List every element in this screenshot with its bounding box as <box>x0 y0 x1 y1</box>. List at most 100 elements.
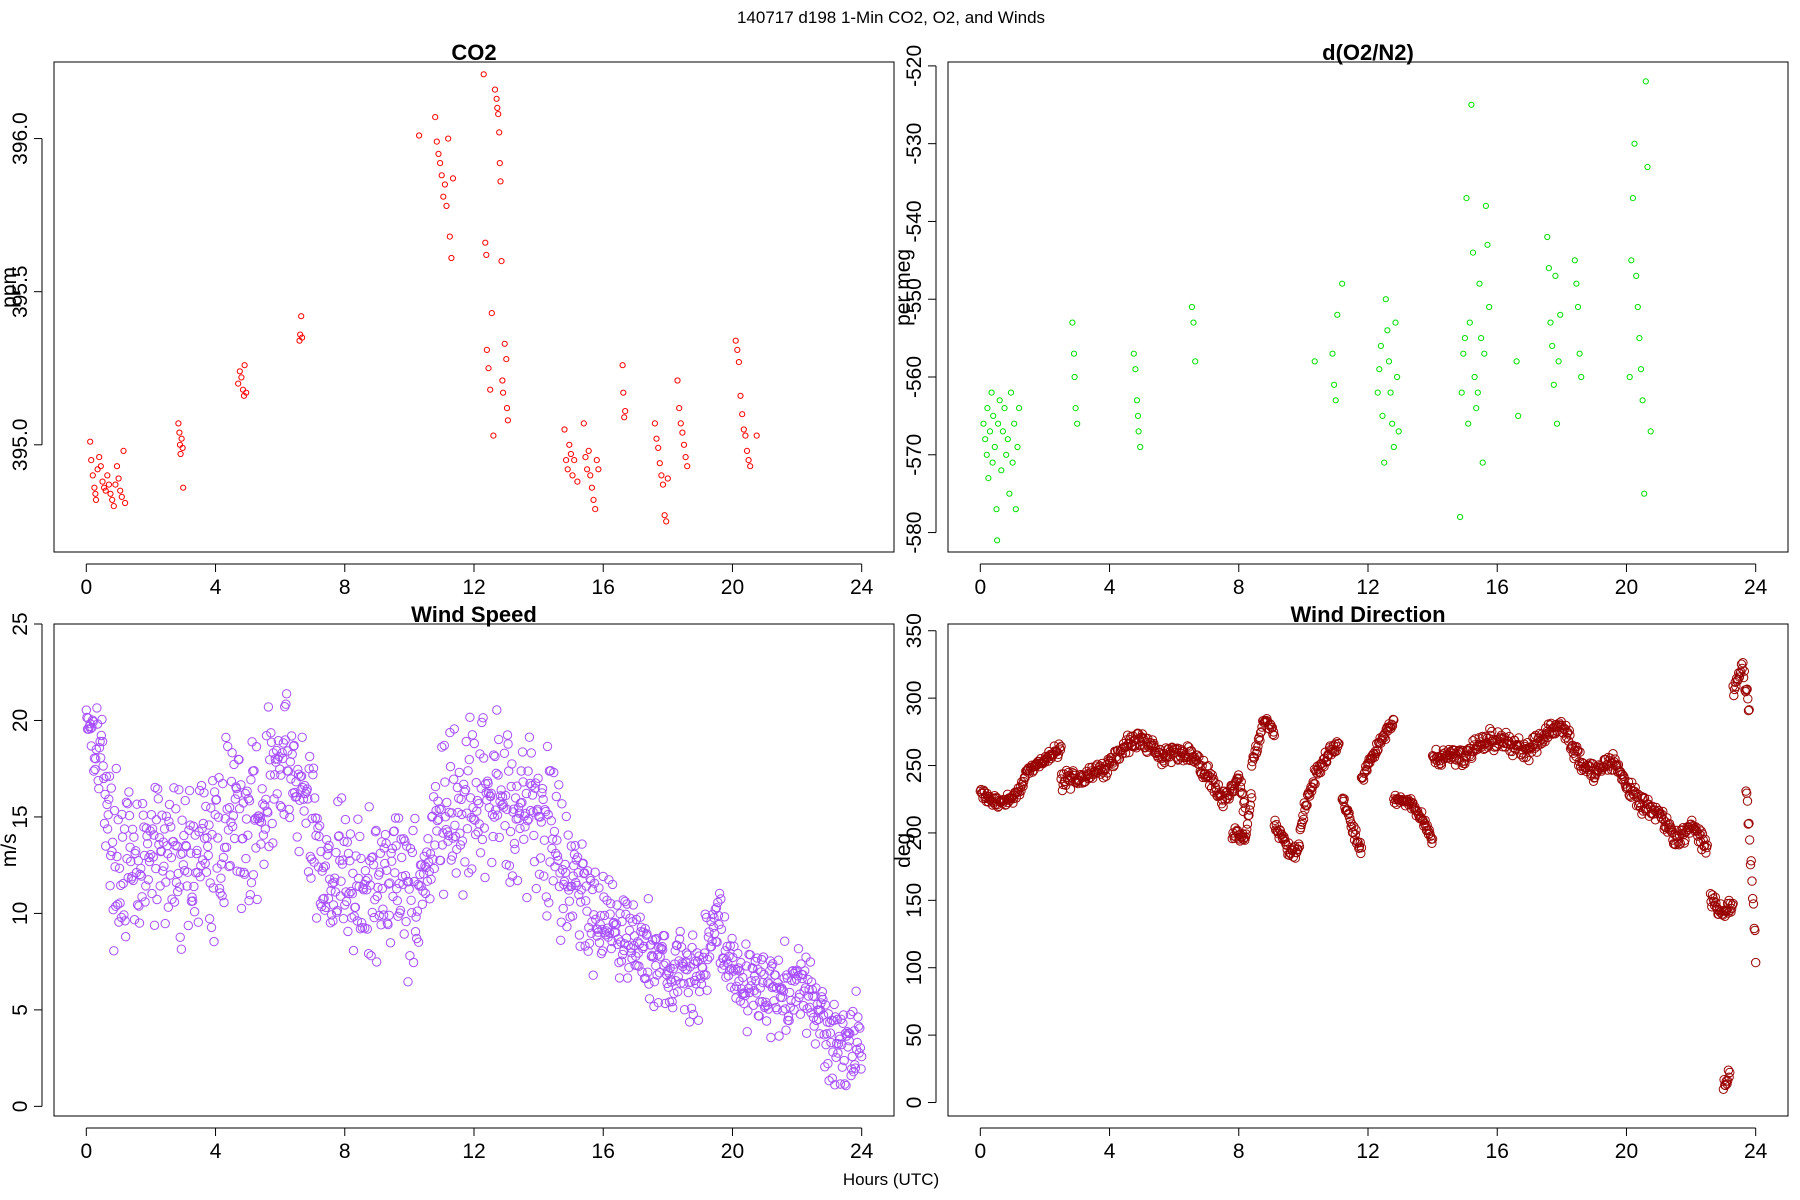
figure-xlabel: Hours (UTC) <box>843 1170 939 1189</box>
data-point <box>410 927 421 937</box>
data-point <box>731 981 742 991</box>
x-tick-label: 24 <box>1744 1140 1768 1163</box>
data-point <box>1479 459 1486 466</box>
data-point <box>228 821 238 832</box>
data-point <box>795 1009 806 1019</box>
data-point <box>483 251 490 258</box>
data-point <box>138 810 149 820</box>
data-point <box>528 807 538 817</box>
data-point <box>366 951 376 961</box>
data-point <box>345 829 356 839</box>
data-point <box>563 457 570 464</box>
data-point <box>617 916 627 927</box>
data-point <box>240 788 251 799</box>
data-point <box>1573 280 1580 287</box>
data-point <box>439 740 449 751</box>
data-point <box>668 964 678 974</box>
data-point <box>541 892 551 902</box>
data-point <box>566 841 576 851</box>
data-point <box>545 857 555 867</box>
data-point <box>277 748 287 758</box>
data-point <box>578 858 588 868</box>
data-point <box>217 891 227 901</box>
data-point <box>1360 767 1370 777</box>
data-point <box>390 868 400 878</box>
data-point <box>840 1079 850 1089</box>
data-point <box>368 852 378 862</box>
data-point <box>1469 249 1477 256</box>
data-point <box>286 774 296 784</box>
data-point <box>485 791 496 802</box>
data-point <box>725 941 735 951</box>
data-point <box>436 804 446 815</box>
data-point <box>348 868 358 878</box>
data-point <box>743 1006 753 1016</box>
data-point <box>88 457 95 464</box>
data-point <box>326 910 337 920</box>
data-point <box>239 386 247 393</box>
data-point <box>254 811 264 821</box>
y-tick-label: -550 <box>903 278 926 320</box>
data-point <box>503 356 510 363</box>
x-tick-label: 8 <box>339 576 351 599</box>
data-point <box>1294 841 1305 852</box>
data-point <box>507 759 517 769</box>
data-point <box>1734 672 1745 682</box>
data-point <box>1395 797 1405 807</box>
data-point <box>1457 760 1467 771</box>
data-point <box>721 972 731 982</box>
data-point <box>234 804 245 814</box>
data-point <box>91 754 101 764</box>
data-point <box>696 979 707 989</box>
data-point <box>180 795 190 806</box>
data-point <box>1244 805 1255 815</box>
data-point <box>589 910 599 920</box>
data-point <box>462 824 473 834</box>
co2-y-axis: 395.0 395.5 396.0 <box>9 112 43 471</box>
data-point <box>363 949 374 959</box>
data-point <box>1628 257 1635 264</box>
data-point <box>458 890 468 900</box>
data-point <box>622 899 632 909</box>
data-point <box>826 1037 836 1048</box>
data-point <box>356 853 366 864</box>
data-point <box>746 976 757 986</box>
data-point <box>1707 890 1718 900</box>
data-point <box>258 830 269 840</box>
data-point <box>1750 925 1760 936</box>
data-point <box>537 788 547 798</box>
data-point <box>432 826 442 836</box>
data-point <box>604 928 615 938</box>
data-point <box>425 894 435 904</box>
y-tick-label: 25 <box>9 612 32 635</box>
data-point <box>1484 241 1491 248</box>
data-point <box>1748 899 1759 909</box>
data-point <box>296 771 307 781</box>
data-point <box>841 1080 851 1091</box>
data-point <box>222 804 232 814</box>
data-point <box>1331 381 1338 388</box>
data-point <box>91 484 98 491</box>
data-point <box>393 813 404 823</box>
data-point <box>1643 794 1653 805</box>
x-tick-label: 0 <box>80 576 92 599</box>
data-point <box>1675 838 1686 849</box>
data-point <box>383 879 394 889</box>
data-point <box>383 919 393 930</box>
x-tick-label: 8 <box>339 1140 351 1163</box>
data-point <box>97 714 107 725</box>
data-point <box>294 846 304 857</box>
data-point <box>650 934 660 945</box>
data-point <box>566 441 573 448</box>
data-point <box>1465 420 1472 427</box>
data-point <box>417 899 428 909</box>
x-tick-label: 20 <box>721 576 744 599</box>
x-tick-label: 20 <box>1615 1140 1638 1163</box>
data-point <box>144 852 154 863</box>
data-point <box>1394 373 1401 381</box>
data-point <box>588 484 596 491</box>
data-point <box>380 858 390 869</box>
data-point <box>88 717 98 727</box>
data-point <box>1727 900 1738 910</box>
data-point <box>179 444 186 451</box>
